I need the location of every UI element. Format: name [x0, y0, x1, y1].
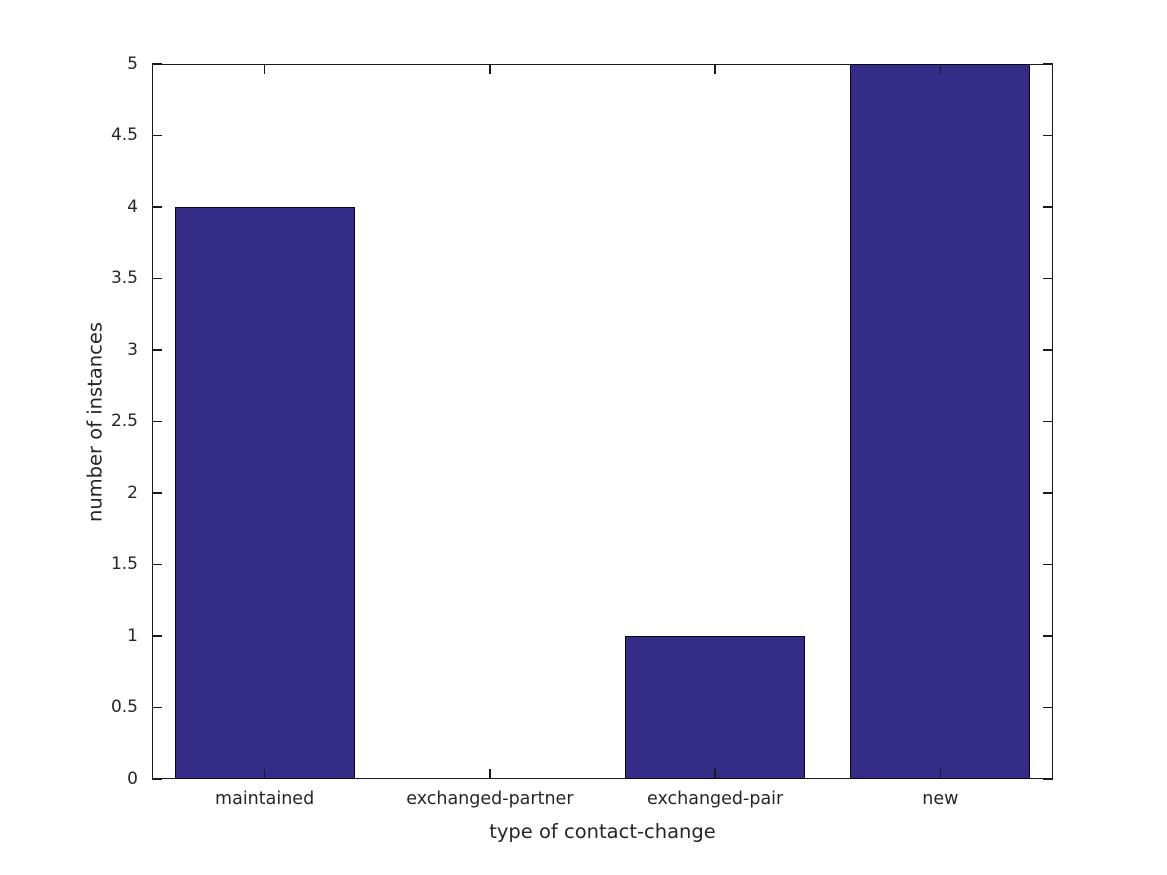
y-tick-label-0: 0 — [127, 768, 138, 789]
y-tick-left — [152, 492, 162, 494]
x-tick-bottom-new — [939, 769, 942, 779]
x-tick-bottom-maintained — [263, 769, 266, 779]
y-tick-left — [152, 635, 162, 637]
bar-maintained — [174, 207, 355, 779]
x-tick-bottom-exchanged-pair — [714, 769, 716, 779]
x-tick-top-new — [939, 64, 942, 74]
y-tick-right — [1043, 420, 1053, 423]
y-tick-label-5: 5 — [127, 53, 138, 74]
y-tick-label-4: 4 — [127, 196, 138, 217]
y-tick-label-1.5: 1.5 — [110, 554, 138, 574]
x-tick-label-exchanged-pair: exchanged-pair — [647, 789, 784, 809]
y-tick-left — [152, 706, 162, 709]
y-tick-left — [152, 349, 162, 351]
x-tick-label-maintained: maintained — [215, 789, 315, 809]
x-tick-bottom-exchanged-partner — [489, 769, 491, 779]
y-tick-right — [1043, 563, 1053, 566]
y-tick-right — [1043, 206, 1053, 208]
y-tick-left — [152, 563, 162, 566]
y-tick-right — [1043, 492, 1053, 494]
y-tick-label-3.5: 3.5 — [110, 268, 138, 288]
bar-new — [850, 64, 1031, 779]
y-tick-left — [152, 778, 162, 780]
x-axis-label: type of contact-change — [489, 820, 716, 843]
y-tick-right — [1043, 134, 1053, 137]
x-tick-top-exchanged-partner — [489, 64, 491, 74]
y-tick-right — [1043, 349, 1053, 351]
y-tick-left — [152, 63, 162, 65]
x-tick-label-exchanged-partner: exchanged-partner — [406, 789, 574, 809]
y-tick-left — [152, 277, 162, 280]
x-tick-label-new: new — [922, 789, 959, 809]
y-tick-right — [1043, 277, 1053, 280]
y-tick-label-2.5: 2.5 — [110, 411, 138, 431]
y-tick-right — [1043, 635, 1053, 637]
y-tick-right — [1043, 778, 1053, 780]
y-tick-label-0.5: 0.5 — [110, 697, 138, 717]
bar-exchanged-pair — [625, 636, 806, 779]
y-tick-label-3: 3 — [127, 339, 138, 360]
y-tick-right — [1043, 63, 1053, 65]
y-tick-label-1: 1 — [127, 625, 138, 646]
y-tick-left — [152, 420, 162, 423]
y-tick-left — [152, 206, 162, 208]
y-tick-left — [152, 134, 162, 137]
y-tick-label-2: 2 — [127, 482, 138, 503]
y-tick-right — [1043, 706, 1053, 709]
y-tick-label-4.5: 4.5 — [110, 125, 138, 145]
x-tick-top-exchanged-pair — [714, 64, 716, 74]
x-tick-top-maintained — [263, 64, 266, 74]
